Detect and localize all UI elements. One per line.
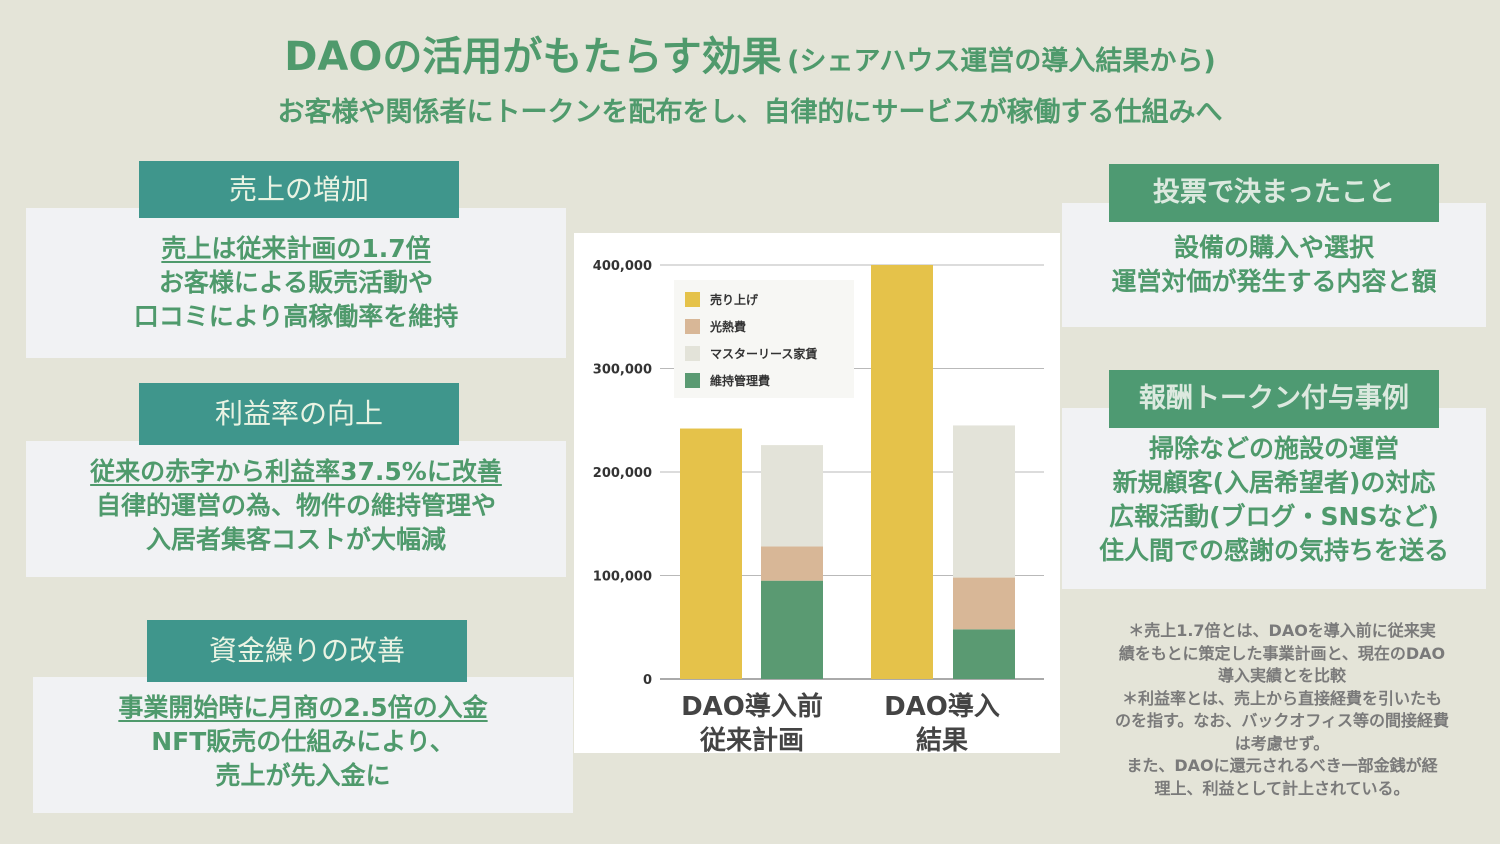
vote-heading: 投票で決まったこと	[1109, 164, 1439, 222]
legend-label: 売り上げ	[710, 292, 759, 307]
page-subtitle: お客様や関係者にトークンを配布をし、自律的にサービスが稼働する仕組みへ	[277, 97, 1223, 128]
legend-swatch	[685, 346, 700, 361]
note-line: 理上、利益として計上されている。	[1154, 778, 1410, 798]
reward-card: 掃除などの施設の運営 新規顧客(入居希望者)の対応 広報活動(ブログ・SNSなど…	[1062, 408, 1486, 589]
reward-line-3: 広報活動(ブログ・SNSなど)	[1109, 502, 1439, 531]
cashflow-heading-text: 資金繰りの改善	[208, 634, 405, 667]
note-line: は考慮せず。	[1234, 733, 1330, 753]
profit-heading: 利益率の向上	[139, 383, 459, 445]
note-line: のを指す。なお、バックオフィス等の間接経費	[1114, 711, 1450, 730]
reward-line-4: 住人間での感謝の気持ちを送る	[1098, 536, 1449, 565]
cashflow-line-1: 事業開始時に月商の2.5倍の入金	[118, 693, 488, 722]
legend-swatch	[685, 292, 700, 307]
bar-segment	[953, 577, 1015, 630]
reward-heading-text: 報酬トークン付与事例	[1139, 383, 1409, 414]
bar-segment	[953, 425, 1015, 578]
bar-sales	[871, 265, 933, 679]
reward-line-1: 掃除などの施設の運営	[1148, 434, 1399, 463]
profit-card: 従来の赤字から利益率37.5%に改善 自律的運営の為、物件の維持管理や 入居者集…	[26, 441, 566, 577]
cashflow-line-3: 売上が先入金に	[215, 761, 391, 790]
y-tick-label: 0	[643, 673, 652, 688]
bar-segment	[761, 546, 823, 581]
x-group-label: 従来計画	[699, 725, 804, 753]
bar-segment	[761, 445, 823, 547]
profit-line-2: 自律的運営の為、物件の維持管理や	[95, 491, 496, 520]
note-line: 導入実績とを比較	[1217, 666, 1346, 685]
bar-sales	[680, 428, 742, 679]
y-tick-label: 300,000	[593, 363, 652, 378]
profit-heading-text: 利益率の向上	[214, 397, 383, 430]
title-paren: (シェアハウス運営の導入結果から)	[787, 46, 1216, 77]
cashflow-card: 事業開始時に月商の2.5倍の入金 NFT販売の仕組みにより、 売上が先入金に	[33, 677, 573, 813]
cashflow-heading: 資金繰りの改善	[147, 620, 467, 682]
note-line: ＊利益率とは、売上から直接経費を引いたも	[1121, 688, 1442, 708]
profit-line-1: 従来の赤字から利益率37.5%に改善	[90, 457, 502, 486]
y-tick-label: 100,000	[593, 570, 652, 585]
chart-panel: 0 100,000 200,000 300,000 400,000 DAO導入前 従来計画 D…	[574, 233, 1060, 753]
sales-heading: 売上の増加	[139, 161, 459, 218]
legend-swatch	[685, 319, 700, 334]
page-title: DAOの活用がもたらす効果 (シェアハウス運営の導入結果から)	[0, 24, 1500, 82]
y-tick-label: 400,000	[593, 259, 652, 274]
profit-line-3: 入居者集客コストが大幅減	[145, 525, 446, 554]
x-group-label: DAO導入	[884, 691, 1000, 722]
bar-segment	[761, 580, 823, 679]
sales-line-1: 売上は従来計画の1.7倍	[161, 234, 431, 263]
title-main: DAOの活用がもたらす効果	[284, 34, 782, 80]
x-group-label: 結果	[916, 725, 968, 753]
legend-label: 光熱費	[709, 319, 746, 334]
note-line: 績をもとに策定した事業計画と、現在のDAO	[1118, 643, 1446, 663]
x-group-label: DAO導入前	[681, 691, 823, 722]
legend-label: 維持管理費	[710, 373, 770, 388]
note-line: また、DAOに還元されるべき一部金銭が経	[1126, 756, 1438, 775]
note-line: ＊売上1.7倍とは、DAOを導入前に従来実	[1128, 621, 1436, 640]
sales-line-2: お客様による販売活動や	[158, 268, 434, 297]
footnote: ＊売上1.7倍とは、DAOを導入前に従来実 績をもとに策定した事業計画と、現在の…	[1076, 620, 1488, 800]
reward-line-2: 新規顧客(入居希望者)の対応	[1112, 468, 1436, 497]
reward-heading: 報酬トークン付与事例	[1109, 370, 1439, 428]
cashflow-line-2: NFT販売の仕組みにより、	[151, 727, 455, 756]
legend-label: マスターリース家賃	[710, 346, 817, 361]
vote-heading-text: 投票で決まったこと	[1153, 177, 1395, 208]
legend-swatch	[685, 373, 700, 388]
vote-line-1: 設備の購入や選択	[1173, 233, 1374, 262]
bar-segment	[953, 629, 1015, 679]
vote-card: 設備の購入や選択 運営対価が発生する内容と額	[1062, 203, 1486, 327]
vote-line-2: 運営対価が発生する内容と額	[1111, 267, 1437, 296]
legend-box	[674, 280, 854, 398]
sales-line-3: 口コミにより高稼働率を維持	[133, 302, 459, 331]
sales-card: 売上は従来計画の1.7倍 お客様による販売活動や 口コミにより高稼働率を維持	[26, 208, 566, 358]
sales-heading-text: 売上の増加	[228, 173, 369, 206]
y-tick-label: 200,000	[593, 466, 652, 481]
